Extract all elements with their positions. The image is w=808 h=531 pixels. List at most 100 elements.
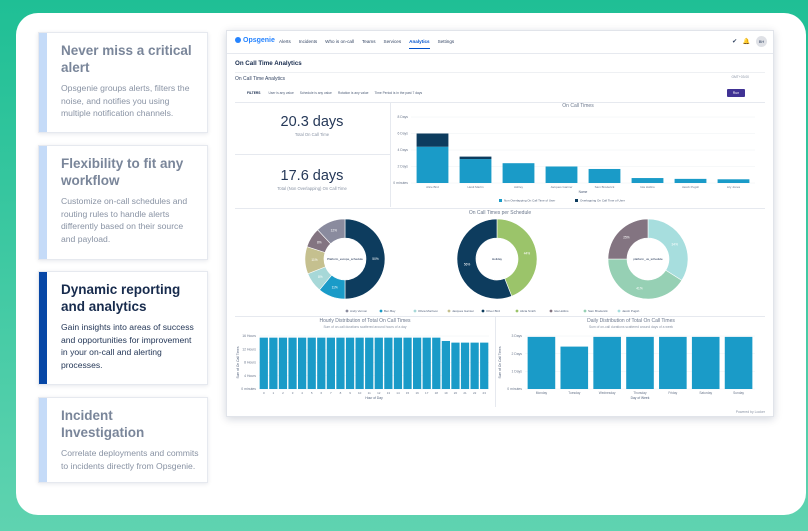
- y-tick-label: 2 Days: [511, 352, 522, 356]
- x-tick-label: Isla Hollins: [640, 185, 655, 189]
- filters-bar[interactable]: FILTERS User is any value Schedule is any …: [247, 91, 428, 95]
- x-tick-label: Ashley: [514, 185, 524, 189]
- legend-swatch: [345, 309, 349, 313]
- legend-label: Sam Broderick: [588, 309, 608, 313]
- bar: [626, 336, 654, 389]
- x-tick-label: Jacob Pugsh: [682, 185, 700, 189]
- y-tick-label: 4 Hours: [244, 374, 256, 378]
- legend-label: Andy Vernon: [350, 309, 368, 313]
- run-button[interactable]: Run: [727, 89, 745, 97]
- filter-chip[interactable]: Time Period is in the past 7 days: [374, 91, 423, 95]
- x-tick-label: 3: [292, 391, 294, 395]
- legend-label: Alicia Smith: [520, 309, 536, 313]
- legend-label: Jacques Garnier: [452, 309, 474, 313]
- bar: [403, 337, 412, 389]
- x-tick-label: 14: [396, 391, 400, 395]
- x-tick-label: 2: [282, 391, 284, 395]
- timezone-label: GMT+03:00: [731, 75, 749, 79]
- legend-label: Ben Bay: [384, 309, 396, 313]
- feature-card-analytics[interactable]: Dynamic reporting and analytics Gain ins…: [38, 271, 208, 385]
- bar: [588, 168, 621, 183]
- bar: [432, 337, 441, 389]
- x-tick-label: Alice Bird: [426, 185, 439, 189]
- pie-slice-label: 11%: [311, 258, 317, 262]
- dashboard-header: [235, 72, 765, 87]
- feature-card-workflow[interactable]: Flexibility to fit any workflow Customiz…: [38, 145, 208, 260]
- pie-slice: [317, 218, 346, 245]
- total-on-call-stat: 20.3 days Total On Call Time: [235, 114, 389, 137]
- x-tick-label: 5: [311, 391, 313, 395]
- x-tick-label: 23: [483, 391, 487, 395]
- feature-card-incident[interactable]: Incident Investigation Correlate deploym…: [38, 397, 208, 483]
- x-axis-label: Hour of Day: [365, 396, 383, 400]
- non-overlapping-stat: 17.6 days Total (Non Overlapping) On Cal…: [235, 168, 389, 191]
- hourly-distribution-chart: 16 Hours 12 Hours 8 Hours 4 Hours 0 minutes 0…: [236, 334, 489, 400]
- y-tick-label: 0 minutes: [241, 387, 256, 391]
- bar: [326, 337, 335, 389]
- y-axis-label: Sum of On Call Times: [236, 346, 240, 378]
- feature-description: Customize on-call schedules and routing …: [61, 196, 188, 244]
- legend-swatch: [379, 309, 383, 313]
- legend-label: Jacob Pugsh: [622, 309, 640, 313]
- avatar[interactable]: BH: [756, 36, 767, 47]
- nav-item-analytics[interactable]: Analytics: [409, 39, 430, 49]
- filter-chip[interactable]: User is any value: [268, 91, 294, 95]
- pie-slice-label: 8%: [317, 241, 322, 245]
- x-tick-label: Heidi Martin: [467, 185, 483, 189]
- footer-powered-by: Powered by Looker: [735, 410, 765, 414]
- bar: [459, 159, 492, 183]
- stat-value: 17.6 days: [280, 168, 344, 184]
- legend-swatch: [447, 309, 451, 313]
- feature-card-alerts[interactable]: Never miss a critical alert Opsgenie gro…: [38, 32, 208, 133]
- x-tick-label: Thursday: [633, 391, 647, 395]
- x-tick-label: 1: [273, 391, 275, 395]
- schedule-pie-charts: 50% 11% 8% 11% 8% 12% Platform_europe_schedule…: [304, 218, 689, 313]
- y-tick-label: 2 Days: [397, 165, 408, 169]
- opsgenie-logo[interactable]: Opsgenie: [235, 37, 275, 44]
- daily-chart-subtitle: Sum of on-call durations scattered aroun…: [588, 325, 674, 329]
- pie-slice: [344, 218, 386, 300]
- nav-item-who-is-on-call[interactable]: Who is on-call: [325, 39, 354, 44]
- pie-slice-label: 8%: [318, 275, 323, 279]
- nav-item-settings[interactable]: Settings: [437, 39, 455, 44]
- hourly-chart-subtitle: Sum of on-call durations scattered aroun…: [323, 325, 407, 329]
- filter-chip[interactable]: Rotation is any value: [337, 91, 369, 95]
- feature-title: Incident Investigation: [61, 408, 145, 440]
- x-tick-label: Saturday: [699, 391, 712, 395]
- bar: [269, 337, 278, 389]
- legend-label: Olivia Morrison: [418, 309, 438, 313]
- pie-slice-label: 50%: [372, 257, 379, 261]
- bar: [307, 337, 316, 389]
- nav-item-alerts[interactable]: Alerts: [279, 39, 291, 44]
- bar: [451, 342, 460, 389]
- bar: [413, 337, 422, 389]
- feature-description: Correlate deployments and commits to inc…: [61, 448, 199, 471]
- nav-item-teams[interactable]: Teams: [362, 39, 376, 44]
- bar: [460, 342, 470, 389]
- analytics-screenshot: Opsgenie Alerts Incidents Who is on-call Te…: [226, 30, 774, 417]
- nav-item-incidents[interactable]: Incidents: [298, 39, 318, 44]
- feature-accent-bar: [39, 272, 47, 384]
- divider: [235, 208, 765, 209]
- nav-item-services[interactable]: Services: [383, 39, 402, 44]
- bar: [416, 133, 449, 147]
- x-tick-label: 4: [301, 391, 303, 395]
- y-tick-label: 3 Days: [511, 334, 522, 338]
- bar: [631, 178, 664, 183]
- bell-icon[interactable]: 🔔: [742, 39, 751, 45]
- pie-slice-label: 41%: [636, 286, 643, 290]
- y-tick-label: 1 Days: [511, 370, 522, 374]
- bar: [717, 179, 750, 183]
- bar: [502, 163, 535, 183]
- bar: [278, 337, 288, 389]
- bar: [691, 336, 720, 389]
- bar: [724, 336, 753, 389]
- legend-swatch: [575, 199, 578, 202]
- x-tick-label: 18: [435, 391, 439, 395]
- daily-chart-title: Daily Distribution of Total On Call Time…: [587, 318, 675, 324]
- filter-chip[interactable]: Schedule is any value: [299, 91, 332, 95]
- check-icon[interactable]: ✔: [732, 39, 738, 45]
- pie-slice-label: 25%: [623, 235, 630, 239]
- bar: [459, 156, 492, 160]
- x-tick-label: 8: [340, 391, 342, 395]
